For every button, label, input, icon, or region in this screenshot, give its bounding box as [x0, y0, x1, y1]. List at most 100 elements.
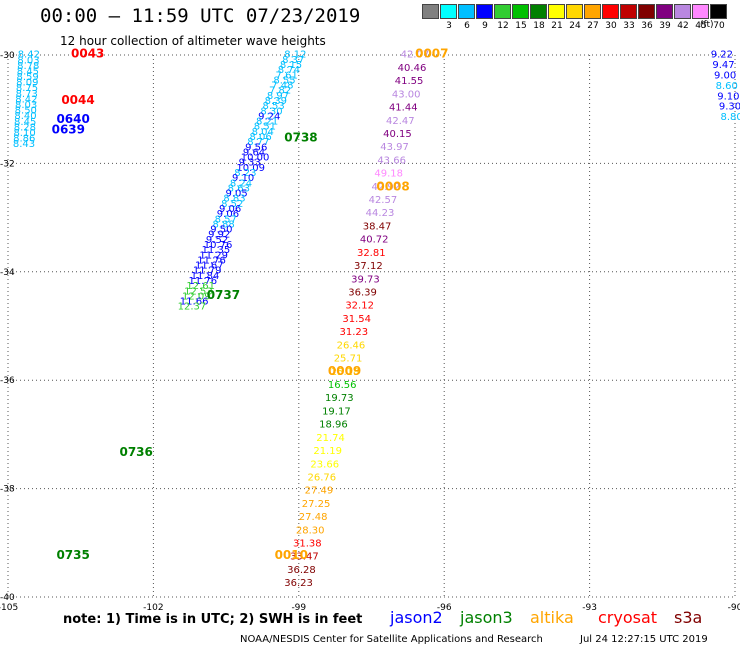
- wave-height-value: 8.28: [14, 122, 36, 133]
- scale-swatch: [512, 4, 529, 19]
- wave-height-value: 28.30: [296, 525, 325, 536]
- wave-height-value: 8.45: [17, 66, 39, 77]
- wave-height-value: 9.05: [226, 189, 248, 200]
- legend-altika: altika: [530, 608, 574, 627]
- scale-label: 21: [551, 21, 563, 31]
- footer-credit: NOAA/NESDIS Center for Satellite Applica…: [240, 634, 543, 645]
- pass-time-label: 0736: [119, 445, 152, 459]
- wave-height-value: 9.10: [717, 91, 739, 102]
- wave-height-value: 41.55: [395, 76, 424, 87]
- scale-swatch: [458, 4, 475, 19]
- wave-height-value: 44.23: [366, 208, 395, 219]
- chart-subtitle: 12 hour collection of altimeter wave hei…: [60, 34, 326, 48]
- pass-time-label: 0008: [376, 180, 409, 194]
- wave-height-value: 25.71: [334, 354, 363, 365]
- scale-label: 45: [695, 21, 707, 31]
- y-tick-label: -34: [0, 268, 15, 278]
- scale-label: 15: [515, 21, 527, 31]
- grid-lines: [7, 54, 736, 598]
- wave-height-value: 9.22: [711, 50, 733, 61]
- wave-height-value: 8.37: [282, 55, 304, 66]
- scale-label: 42: [677, 21, 689, 31]
- pass-time-label: 0639: [52, 123, 85, 137]
- wave-height-value: 8.77: [247, 137, 269, 148]
- wave-height-value: 43.00: [392, 89, 421, 100]
- scale-label: 3: [446, 21, 452, 31]
- wave-height-value: 40.15: [383, 129, 412, 140]
- wave-height-value: 42.92: [372, 182, 401, 193]
- wave-height-value: 8.97: [267, 91, 289, 102]
- wave-height-value: 8.75: [16, 83, 38, 94]
- scale-swatch: [422, 4, 439, 19]
- wave-height-value: 8.30: [260, 106, 282, 117]
- wave-height-value: 8.80: [720, 112, 740, 123]
- scale-label: 12: [497, 21, 509, 31]
- wave-height-value: 42.07: [401, 50, 430, 61]
- scale-label: 70: [713, 21, 725, 31]
- wave-height-value: 21.74: [316, 433, 345, 444]
- wave-height-value: 27.48: [299, 512, 328, 523]
- wave-height-value: 8.45: [14, 117, 36, 128]
- y-tick-label: -32: [0, 159, 15, 169]
- wave-height-value: 11.76: [189, 276, 218, 287]
- pass-time-label: 0009: [328, 364, 361, 378]
- wave-height-value: 23.66: [310, 459, 339, 470]
- wave-height-value: 9.52: [206, 235, 228, 246]
- chart-title: 00:00 – 11:59 UTC 07/23/2019: [40, 5, 361, 27]
- wave-height-value: 49.18: [374, 169, 403, 180]
- wave-height-value: 32.12: [345, 301, 374, 312]
- wave-height-value: 8.63: [228, 183, 250, 194]
- wave-height-value: 8.59: [16, 72, 38, 83]
- y-tick-label: -30: [0, 51, 15, 61]
- legend-jason2: jason2: [390, 608, 443, 627]
- wave-height-value: 8.83: [223, 194, 245, 205]
- wave-height-value: 8.23: [234, 168, 256, 179]
- x-tick-label: -96: [437, 603, 452, 613]
- wave-height-value: 8.39: [265, 96, 287, 107]
- pass-time-label: 0044: [61, 93, 94, 107]
- wave-height-value: 9.00: [714, 70, 736, 81]
- wave-height-value: 11.76: [197, 255, 226, 266]
- scale-label: 27: [587, 21, 599, 31]
- wave-height-value: 9.92: [208, 230, 230, 241]
- scale-swatch: [710, 4, 727, 19]
- x-tick-label: -105: [0, 603, 18, 613]
- scale-label: 24: [569, 21, 581, 31]
- footer-timestamp: Jul 24 12:27:15 UTC 2019: [580, 634, 708, 645]
- scale-swatch: [440, 4, 457, 19]
- wave-height-value: 42.57: [369, 195, 398, 206]
- wave-height-value: 7.61: [276, 70, 298, 81]
- wave-height-value: 8.74: [278, 65, 300, 76]
- scale-swatch: [548, 4, 565, 19]
- y-tick-label: -36: [0, 376, 15, 386]
- wave-height-value: 27.49: [305, 486, 334, 497]
- color-scale-unit: (ft): [700, 20, 714, 30]
- wave-height-value: 19.73: [325, 393, 354, 404]
- wave-height-value: 8.03: [17, 55, 39, 66]
- legend-cryosat: cryosat: [598, 608, 658, 627]
- wave-height-value: 8.52: [221, 199, 243, 210]
- wave-height-value: 11.79: [193, 266, 222, 277]
- pass-time-label: 0640: [56, 112, 89, 126]
- color-scale-labels: 3 6 9 12 15 18 21 24 27 30 33 36 39 42 45 70: [422, 21, 728, 31]
- wave-height-value: 8.03: [15, 100, 37, 111]
- wave-height-value: 9.06: [219, 204, 241, 215]
- scale-swatch: [692, 4, 709, 19]
- note-text: note: 1) Time is in UTC; 2) SWH is in fe…: [63, 612, 363, 627]
- wave-height-value: 12.37: [178, 302, 207, 313]
- wave-height-value: 40.46: [398, 63, 427, 74]
- wave-height-value: 7.48: [271, 81, 293, 92]
- wave-height-value: 31.54: [342, 314, 371, 325]
- wave-height-value: 31.23: [340, 327, 369, 338]
- x-tick-label: -102: [143, 603, 163, 613]
- scale-label-spacer: [422, 21, 440, 31]
- wave-height-value: 8.42: [15, 94, 37, 105]
- wave-height-points: 8.128.378.158.747.618.557.487.828.978.39…: [13, 50, 740, 589]
- wave-height-value: 8.55: [273, 75, 295, 86]
- wave-height-value: 9.47: [712, 60, 734, 71]
- wave-height-value: 8.51: [254, 122, 276, 133]
- wave-height-value: 27.25: [302, 499, 331, 510]
- pass-time-label: 0007: [415, 47, 448, 61]
- scale-label: 9: [482, 21, 488, 31]
